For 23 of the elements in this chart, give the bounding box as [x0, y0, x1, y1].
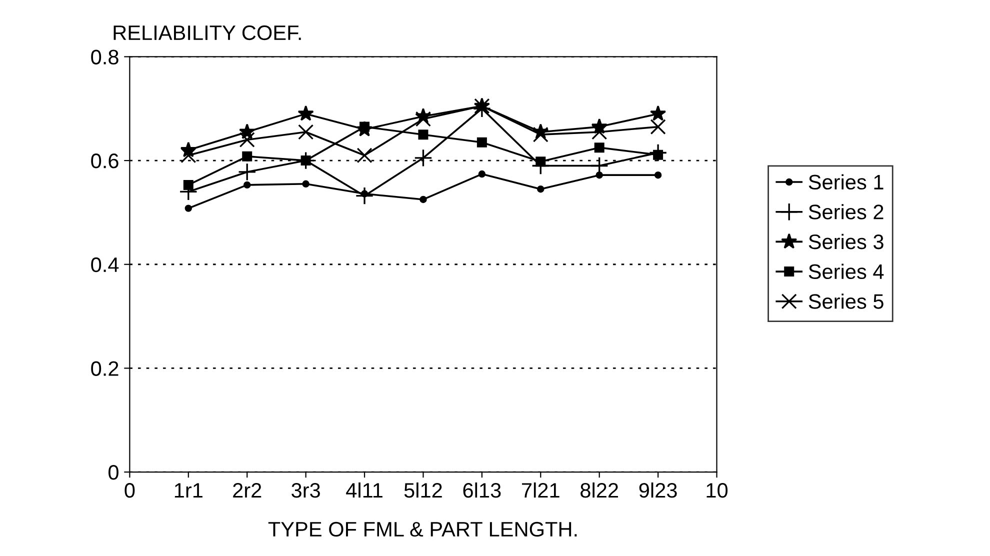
x-tick-label: 8l22	[580, 482, 618, 498]
x-tick-label: 4l11	[346, 482, 382, 498]
x-tick-label: 3r3	[292, 483, 320, 498]
y-tick-label: 0.4	[91, 257, 119, 272]
legend-label: Series 2	[808, 204, 884, 220]
legend-label: Series 1	[808, 174, 884, 190]
x-tick-label: 6l13	[463, 482, 501, 498]
x-tick-label: 10	[706, 483, 728, 498]
y-tick-label: 0	[108, 465, 118, 480]
x-tick-label: 2r2	[233, 483, 262, 498]
x-tick-label: 1r1	[174, 483, 202, 498]
x-tick-label: 9l23	[639, 482, 677, 498]
y-tick-label: 0.8	[91, 50, 118, 64]
x-axis-title: TYPE OF FML & PART LENGTH.	[268, 522, 577, 537]
y-tick-label: 0.6	[91, 154, 118, 168]
x-tick-label: 5l12	[404, 482, 442, 498]
x-tick-label: 0	[124, 483, 135, 498]
y-tick-label: 0.2	[91, 361, 118, 376]
legend-label: Series 3	[808, 234, 884, 250]
y-axis-title: RELIABILITY COEF.	[114, 25, 301, 40]
legend-label: Series 5	[808, 294, 884, 309]
legend-label: Series 4	[808, 264, 884, 280]
x-tick-label: 7l21	[522, 482, 560, 498]
